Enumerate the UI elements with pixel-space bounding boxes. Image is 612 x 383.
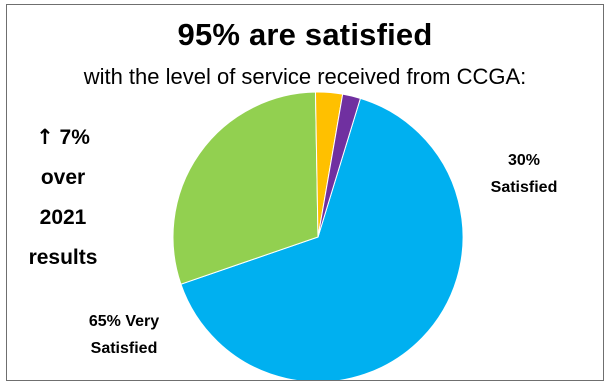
change-callout-line: 2021 (39, 206, 87, 229)
slice-label-very-satisfied: 65% Very Satisfied (69, 308, 179, 362)
change-callout: ↑ 7% over 2021 results (15, 117, 111, 278)
up-arrow-icon: ↑ (36, 125, 54, 149)
slice-label-line: 30% (507, 152, 541, 169)
pie-chart (172, 91, 464, 380)
pie-slice-very-satisfied (180, 97, 464, 380)
slice-label-line: Satisfied (490, 179, 558, 196)
slice-label-satisfied: 30% Satisfied (469, 147, 579, 201)
pie-slice-satisfied (172, 91, 319, 285)
slice-label-line: Satisfied (90, 340, 158, 357)
slice-label-line: 65% Very (88, 313, 160, 330)
chart-frame: 95% are satisfied with the level of serv… (6, 4, 604, 381)
change-callout-line: ↑ 7% (15, 117, 111, 158)
chart-subtitle: with the level of service received from … (83, 64, 527, 89)
change-callout-line: over (40, 166, 86, 189)
change-callout-line: results (28, 246, 98, 269)
chart-title: 95% are satisfied (177, 17, 433, 52)
change-percent: 7% (59, 126, 90, 149)
pie-slice-dissatisfied (317, 93, 362, 238)
